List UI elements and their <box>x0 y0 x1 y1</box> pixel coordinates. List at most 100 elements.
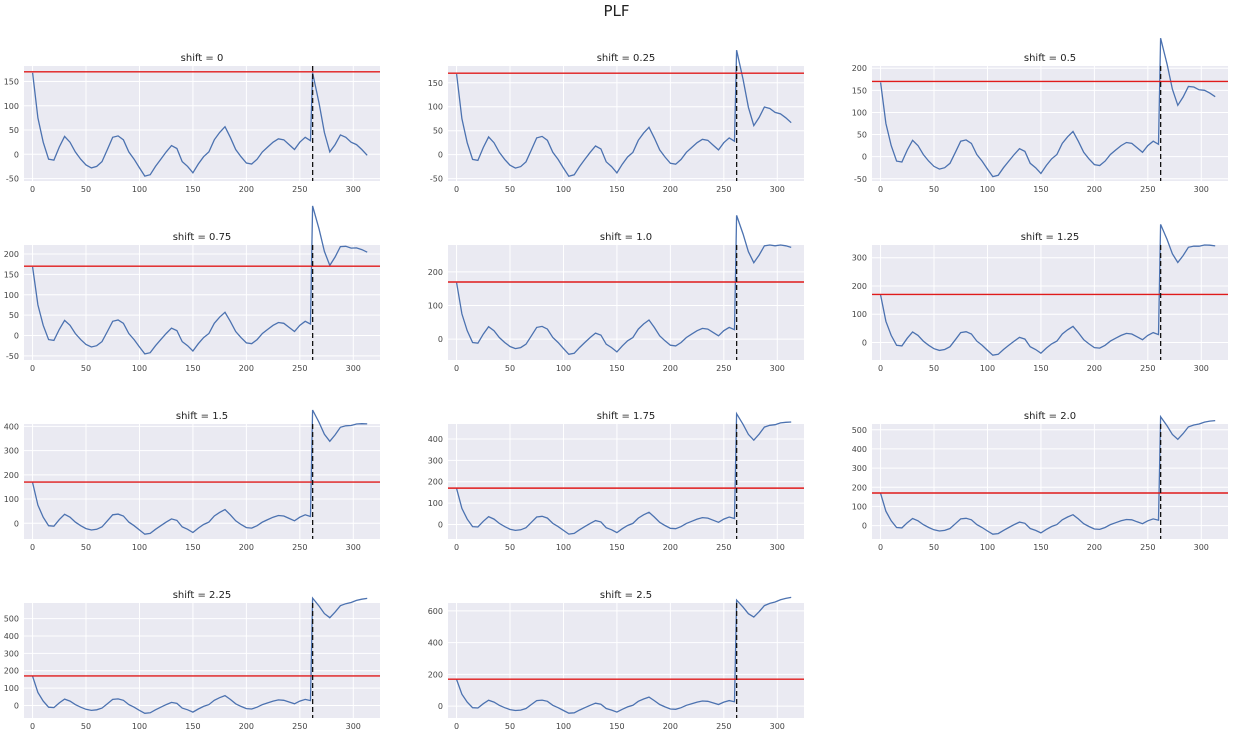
plot-area <box>448 603 804 718</box>
y-tick-label: 50 <box>857 131 867 140</box>
subplot-1: 0 50 100 150 200 250 300 -50 0 50 100 150 shift = 0 <box>4 53 380 194</box>
y-tick-label: 50 <box>433 127 443 136</box>
x-tick-label: 0 <box>454 722 459 731</box>
x-tick-label: 250 <box>716 364 731 373</box>
subplot-title: shift = 1.0 <box>600 232 652 243</box>
x-tick-label: 0 <box>30 543 35 552</box>
subplot-3: 0 50 100 150 200 250 300 -50 0 50 100 150 200 shift =… <box>852 37 1228 194</box>
plot-area <box>872 424 1228 539</box>
x-tick-label: 50 <box>505 543 515 552</box>
x-tick-label: 250 <box>292 185 307 194</box>
y-tick-label: 100 <box>4 495 19 504</box>
y-tick-label: 0 <box>14 150 19 159</box>
y-tick-label: 600 <box>428 607 443 616</box>
x-tick-label: 100 <box>132 722 147 731</box>
series-line <box>31 596 368 714</box>
x-tick-label: 250 <box>1140 185 1155 194</box>
x-tick-label: 300 <box>346 543 361 552</box>
x-tick-label: 300 <box>770 364 785 373</box>
series-line <box>455 50 792 177</box>
y-tick-label: 100 <box>852 502 867 511</box>
x-tick-label: 100 <box>132 543 147 552</box>
x-tick-label: 250 <box>716 722 731 731</box>
subplot-6: 0 50 100 150 200 250 300 0 100 200 300 shift = 1.25 <box>852 224 1228 373</box>
x-tick-label: 0 <box>454 185 459 194</box>
x-tick-label: 300 <box>770 543 785 552</box>
y-tick-label: 0 <box>14 519 19 528</box>
x-tick-label: 200 <box>239 185 254 194</box>
x-tick-label: 200 <box>663 185 678 194</box>
x-tick-label: 200 <box>663 543 678 552</box>
x-tick-label: 100 <box>132 185 147 194</box>
x-tick-label: 150 <box>185 185 200 194</box>
y-tick-label: 50 <box>9 311 19 320</box>
x-tick-label: 300 <box>770 722 785 731</box>
x-tick-label: 150 <box>609 543 624 552</box>
x-tick-label: 250 <box>1140 364 1155 373</box>
y-tick-label: 200 <box>4 250 19 259</box>
x-tick-label: 150 <box>185 722 200 731</box>
y-tick-label: 200 <box>852 282 867 291</box>
x-tick-label: 100 <box>556 364 571 373</box>
x-tick-label: 0 <box>30 185 35 194</box>
series-line <box>31 72 368 177</box>
y-tick-label: 400 <box>4 632 19 641</box>
x-tick-label: 100 <box>132 364 147 373</box>
subplot-title: shift = 0.5 <box>1024 53 1076 64</box>
x-tick-label: 200 <box>663 722 678 731</box>
y-tick-label: 300 <box>4 649 19 658</box>
y-tick-label: 200 <box>852 64 867 73</box>
x-tick-label: 0 <box>878 364 883 373</box>
x-tick-label: 150 <box>1033 364 1048 373</box>
x-tick-label: 100 <box>980 185 995 194</box>
subplot-title: shift = 0.75 <box>173 232 232 243</box>
x-tick-label: 300 <box>346 185 361 194</box>
subplot-title: shift = 1.25 <box>1021 232 1080 243</box>
x-tick-label: 50 <box>929 543 939 552</box>
y-tick-label: 300 <box>4 447 19 456</box>
figure-title: PLF <box>603 2 630 20</box>
y-tick-label: 0 <box>438 520 443 529</box>
x-tick-label: 300 <box>1194 364 1209 373</box>
x-tick-label: 50 <box>81 185 91 194</box>
x-tick-label: 250 <box>292 364 307 373</box>
y-tick-label: 300 <box>852 254 867 263</box>
plot-area <box>448 245 804 360</box>
y-tick-label: 150 <box>852 86 867 95</box>
y-tick-label: -50 <box>6 175 19 184</box>
series-line <box>455 215 792 356</box>
x-tick-label: 50 <box>929 364 939 373</box>
y-tick-label: 0 <box>862 153 867 162</box>
subplot-8: 0 50 100 150 200 250 300 0 100 200 300 400 shift = 1… <box>428 411 804 552</box>
subplot-title: shift = 2.0 <box>1024 411 1076 422</box>
subplot-title: shift = 0.25 <box>597 53 656 64</box>
y-tick-label: 100 <box>428 103 443 112</box>
x-tick-label: 200 <box>663 364 678 373</box>
series-line <box>31 205 368 355</box>
y-tick-label: 300 <box>428 456 443 465</box>
x-tick-label: 250 <box>1140 543 1155 552</box>
subplot-10: 0 50 100 150 200 250 300 0 100 200 300 400 500 shift … <box>4 590 380 731</box>
y-tick-label: -50 <box>6 352 19 361</box>
y-tick-label: 200 <box>428 478 443 487</box>
x-tick-label: 200 <box>1087 543 1102 552</box>
plot-area <box>872 66 1228 181</box>
subplot-title: shift = 1.75 <box>597 411 656 422</box>
x-tick-label: 150 <box>1033 185 1048 194</box>
x-tick-label: 0 <box>454 364 459 373</box>
subplot-7: 0 50 100 150 200 250 300 0 100 200 300 400 shift = 1… <box>4 409 380 552</box>
subplot-9: 0 50 100 150 200 250 300 0 100 200 300 400 500 shift … <box>852 411 1228 552</box>
series-line <box>879 37 1216 178</box>
y-tick-label: 0 <box>438 702 443 711</box>
y-tick-label: 0 <box>862 522 867 531</box>
y-tick-label: -50 <box>430 175 443 184</box>
x-tick-label: 50 <box>81 364 91 373</box>
x-tick-label: 200 <box>239 364 254 373</box>
x-tick-label: 50 <box>505 722 515 731</box>
y-tick-label: 150 <box>428 79 443 88</box>
y-tick-label: 500 <box>4 615 19 624</box>
y-tick-label: 100 <box>4 291 19 300</box>
plot-area <box>872 245 1228 360</box>
y-tick-label: 300 <box>852 464 867 473</box>
x-tick-label: 250 <box>716 185 731 194</box>
